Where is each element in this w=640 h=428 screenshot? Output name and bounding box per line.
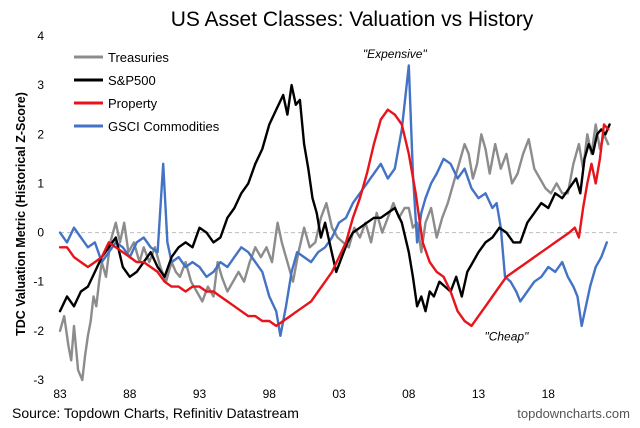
y-tick-label: 4 (37, 29, 44, 43)
x-tick-label: 18 (542, 387, 556, 401)
legend: Treasuries S&P500 Property GSCI Commodities (74, 50, 220, 134)
legend-label: Treasuries (108, 50, 169, 65)
y-axis-label: TDC Valuation Metric (Historical Z-Score… (14, 92, 28, 336)
y-tick-label: -3 (33, 373, 44, 387)
y-tick-label: 2 (37, 127, 44, 141)
x-tick-label: 98 (263, 387, 277, 401)
legend-label: S&P500 (108, 73, 156, 88)
legend-label: GSCI Commodities (108, 119, 220, 134)
series-line-s-p500 (58, 83, 611, 313)
y-tick-label: -1 (33, 275, 44, 289)
y-tick-label: 1 (37, 176, 44, 190)
series-line-gsci-commodities (58, 64, 608, 337)
source-note: Source: Topdown Charts, Refinitiv Datast… (12, 405, 299, 421)
series-lines (58, 64, 611, 382)
x-tick-labels: 83 88 93 98 03 08 13 18 (53, 387, 555, 401)
x-tick-label: 93 (193, 387, 207, 401)
series-line-property (58, 108, 610, 328)
annotation-label: "Expensive" (363, 47, 428, 61)
annotations: "Expensive" "Cheap" (363, 47, 529, 344)
y-tick-label: -2 (33, 324, 44, 338)
y-tick-label: 0 (37, 226, 44, 240)
y-tick-labels: 4 3 2 1 0 -1 -2 -3 (33, 29, 44, 387)
x-tick-label: 83 (53, 387, 67, 401)
x-tick-label: 13 (472, 387, 486, 401)
annotation-label: "Cheap" (484, 330, 529, 344)
chart-title: US Asset Classes: Valuation vs History (171, 8, 534, 31)
x-tick-label: 03 (332, 387, 346, 401)
y-tick-label: 3 (37, 78, 44, 92)
brand-watermark: topdowncharts.com (517, 406, 630, 421)
series-line-treasuries (58, 123, 610, 382)
legend-label: Property (108, 96, 158, 111)
x-tick-label: 08 (402, 387, 416, 401)
x-tick-label: 88 (123, 387, 137, 401)
